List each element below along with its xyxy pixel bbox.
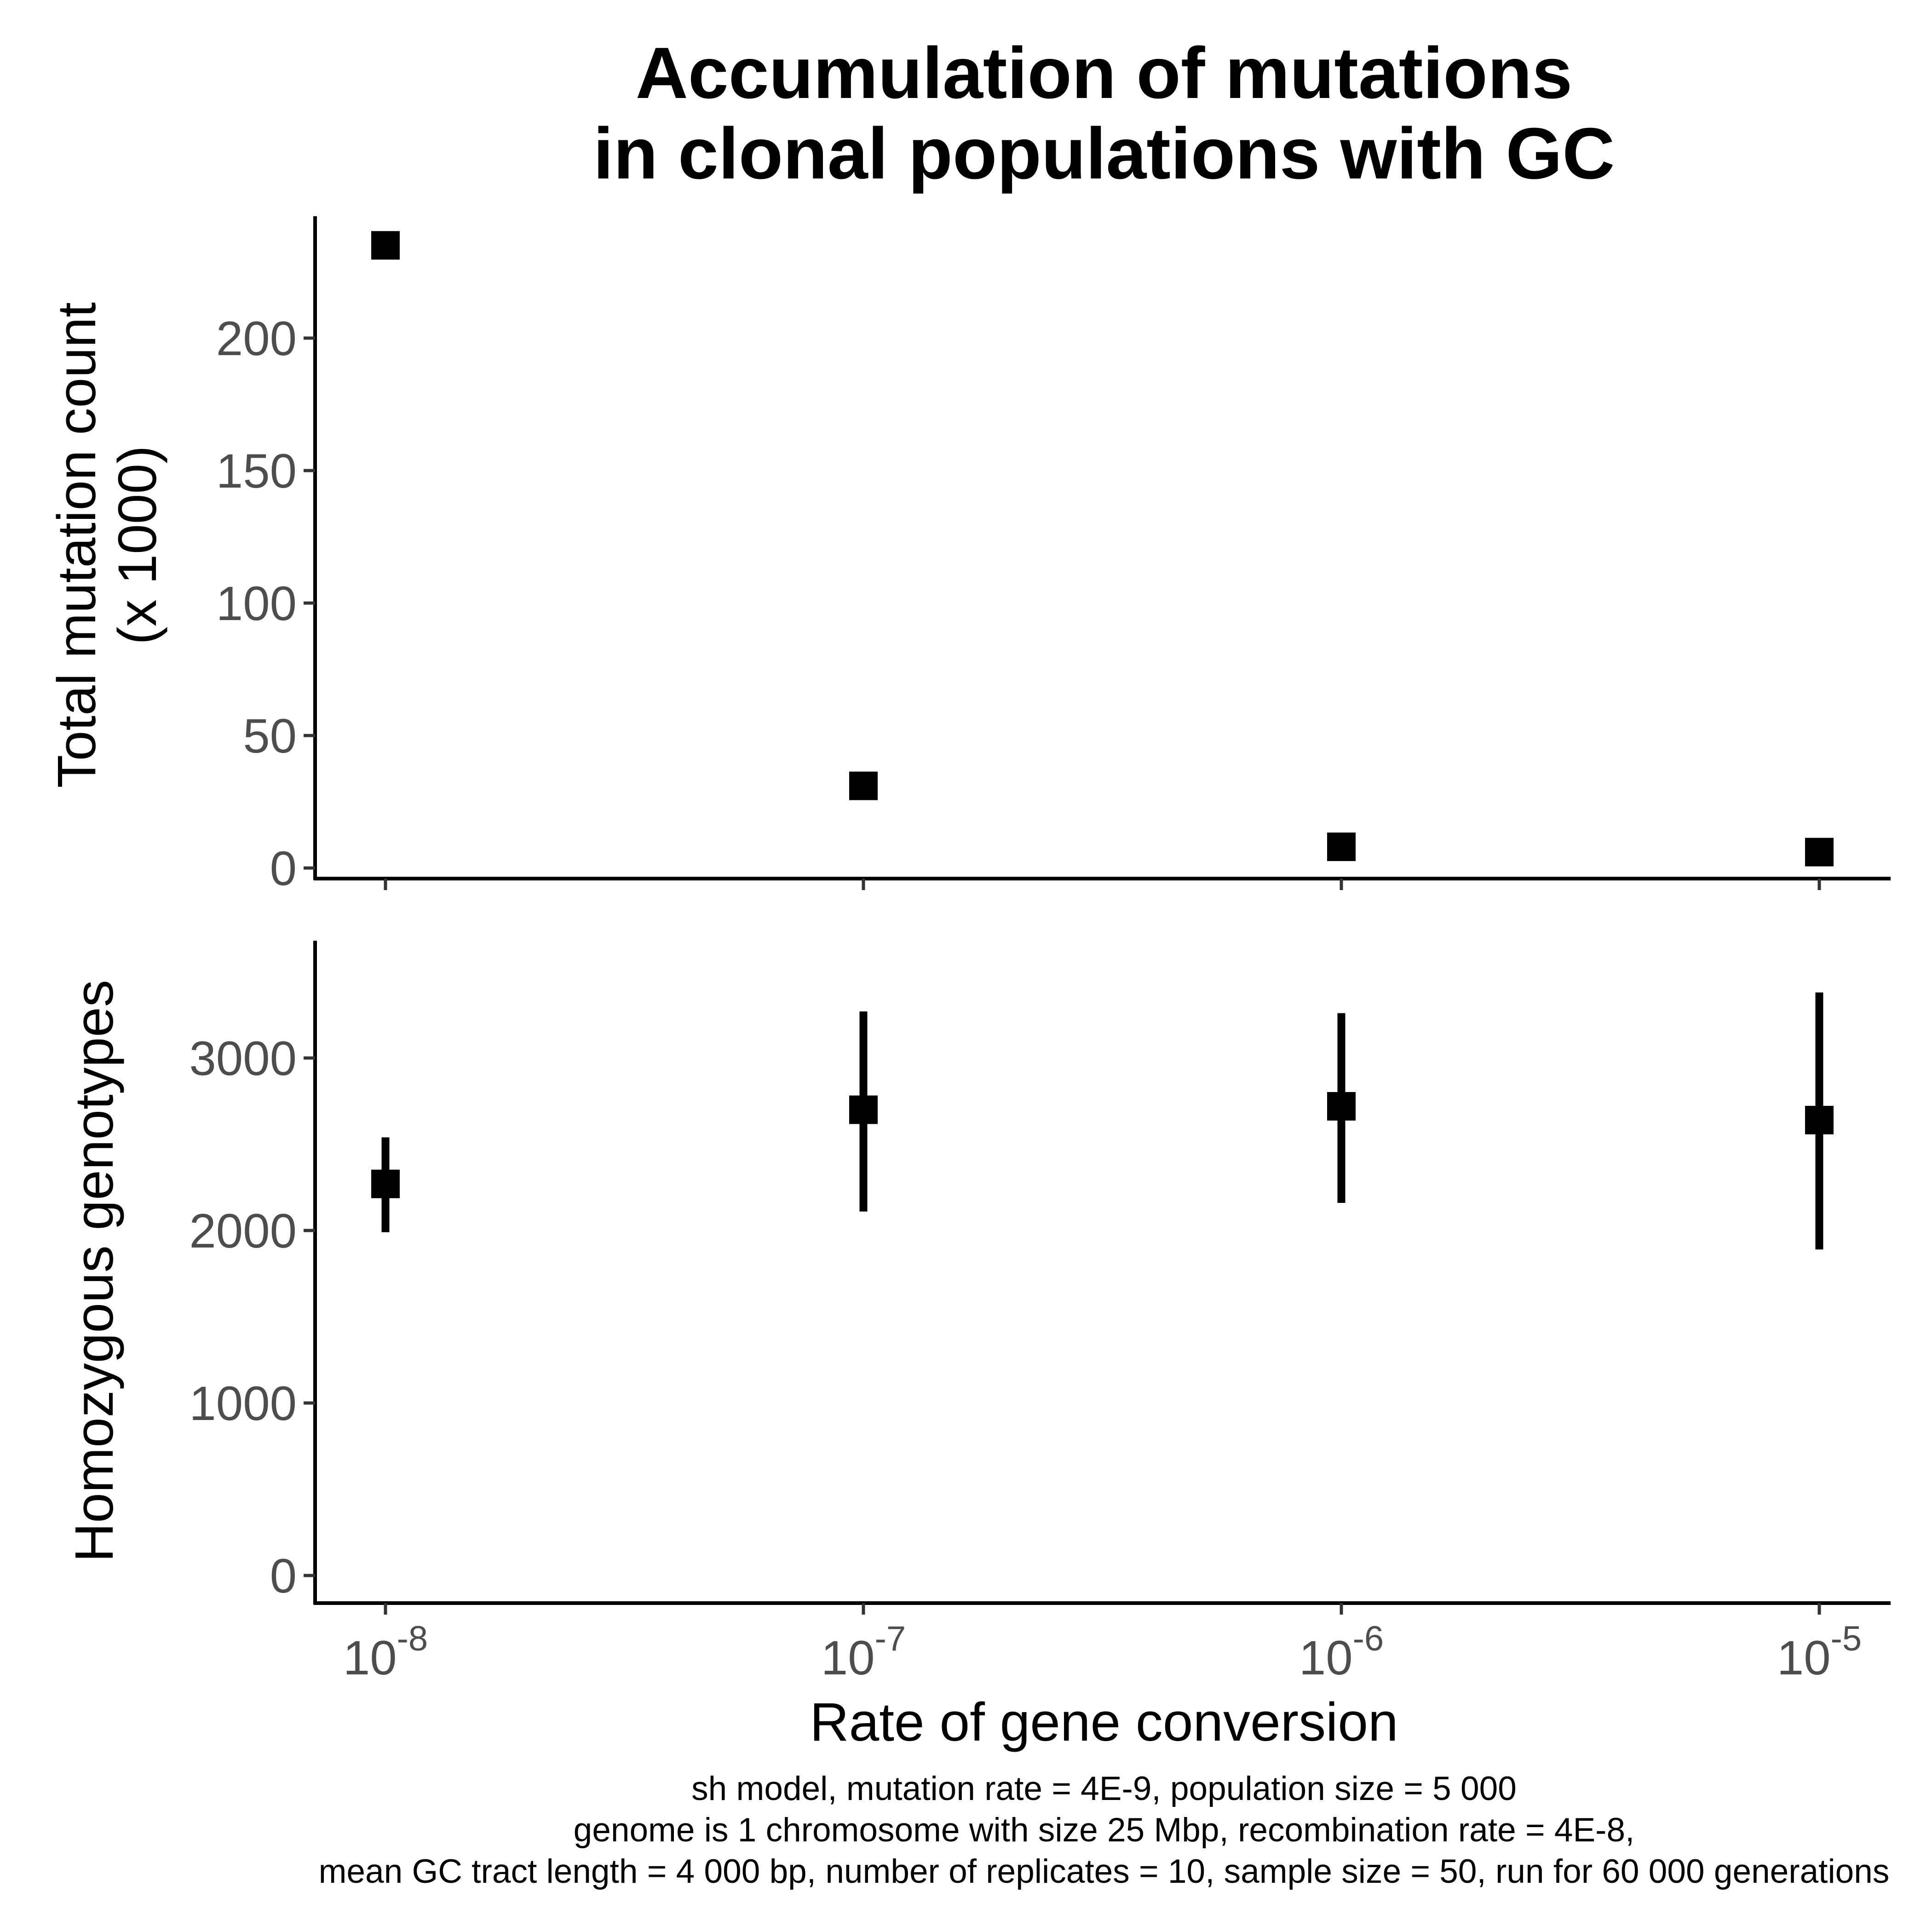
bottom-data-point [371,1169,400,1198]
bottom-y-tick-label: 1000 [189,1377,297,1431]
x-tick-label: 10-6 [1299,1619,1384,1685]
top-y-tick-label: 50 [243,709,297,763]
top-y-tick-label: 100 [216,577,297,631]
x-tick-label: 10-8 [343,1619,428,1685]
caption-line-3: mean GC tract length = 4 000 bp, number … [318,1853,1890,1890]
chart-title-line-2: in clonal populations with GC [593,113,1615,194]
bottom-data-point [849,1095,878,1124]
bottom-y-tick-label: 0 [270,1549,297,1603]
x-tick-label: 10-5 [1777,1619,1862,1685]
caption-line-1: sh model, mutation rate = 4E-9, populati… [691,1770,1517,1807]
bottom-data-point [1805,1106,1834,1134]
x-axis-label: Rate of gene conversion [810,1692,1398,1753]
top-y-tick-label: 150 [216,444,297,498]
top-y-tick-label: 0 [270,842,297,896]
chart-title-line-1: Accumulation of mutations [635,33,1573,114]
top-data-point [1327,832,1356,861]
x-tick-label: 10-7 [821,1619,906,1685]
caption-line-2: genome is 1 chromosome with size 25 Mbp,… [573,1811,1635,1849]
top-data-point [371,231,400,260]
bottom-data-point [1327,1092,1356,1121]
top-data-point [1805,838,1834,867]
top-data-point [849,771,878,800]
bottom-y-tick-label: 3000 [189,1032,297,1086]
top-y-tick-label: 200 [216,312,297,366]
bottom-y-tick-label: 2000 [189,1204,297,1258]
